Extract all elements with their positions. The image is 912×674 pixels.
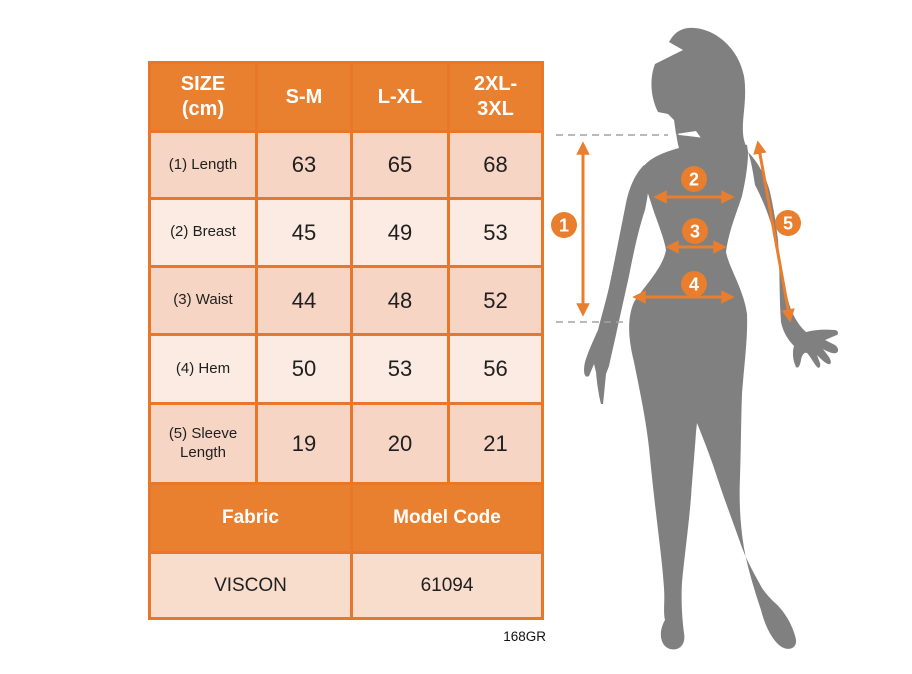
row-length-value-sm: 63: [258, 133, 350, 197]
row-hem-value-sm: 50: [258, 336, 350, 402]
row-length-value-lxl: 65: [353, 133, 447, 197]
row-breast-label: (2) Breast: [151, 200, 255, 265]
measurement-diagram: 1 2 3 4 5: [551, 27, 839, 650]
right-arm-shape: [748, 152, 839, 368]
female-body-silhouette: [584, 27, 839, 650]
fabric-header: Fabric: [151, 485, 350, 551]
badge-1-circle: [551, 212, 577, 238]
badge-3-circle: [682, 218, 708, 244]
row-breast-value-2xl3xl: 53: [450, 200, 541, 265]
row-sleeve-label: (5) Sleeve Length: [151, 405, 255, 482]
badge-2-number: 2: [689, 170, 699, 190]
row-sleeve-value-2xl3xl: 21: [450, 405, 541, 482]
badge-4-circle: [681, 271, 707, 297]
row-hem-value-lxl: 53: [353, 336, 447, 402]
header-s-m: S-M: [258, 64, 350, 130]
row-waist-value-2xl3xl: 52: [450, 268, 541, 333]
row-waist-label: (3) Waist: [151, 268, 255, 333]
row-breast-value-sm: 45: [258, 200, 350, 265]
sleeve-arrow-5: [753, 140, 795, 323]
row-sleeve-value-sm: 19: [258, 405, 350, 482]
row-waist-value-lxl: 48: [353, 268, 447, 333]
row-length-value-2xl3xl: 68: [450, 133, 541, 197]
header-2xl-3xl: 2XL- 3XL: [450, 64, 541, 130]
model-code-header: Model Code: [353, 485, 541, 551]
head-shape: [651, 27, 747, 152]
row-length-label: (1) Length: [151, 133, 255, 197]
model-code-value: 61094: [353, 554, 541, 617]
left-arm-shape: [584, 165, 650, 404]
row-waist-value-sm: 44: [258, 268, 350, 333]
size-table: SIZE (cm) S-M L-XL 2XL- 3XL (1) Length 6…: [148, 61, 544, 620]
row-breast-value-lxl: 49: [353, 200, 447, 265]
row-hem-label: (4) Hem: [151, 336, 255, 402]
fabric-value: VISCON: [151, 554, 350, 617]
badge-5-circle: [775, 210, 801, 236]
measure-badges: 1 2 3 4 5: [551, 166, 801, 297]
row-hem-value-2xl3xl: 56: [450, 336, 541, 402]
header-size-cm: SIZE (cm): [151, 64, 255, 130]
weight-footnote: 168GR: [503, 629, 546, 644]
torso-legs-shape: [629, 132, 797, 650]
header-l-xl: L-XL: [353, 64, 447, 130]
badge-4-number: 4: [689, 275, 699, 295]
badge-5-number: 5: [783, 214, 793, 234]
row-sleeve-value-lxl: 20: [353, 405, 447, 482]
badge-3-number: 3: [690, 222, 700, 242]
badge-2-circle: [681, 166, 707, 192]
badge-1-number: 1: [559, 216, 569, 236]
